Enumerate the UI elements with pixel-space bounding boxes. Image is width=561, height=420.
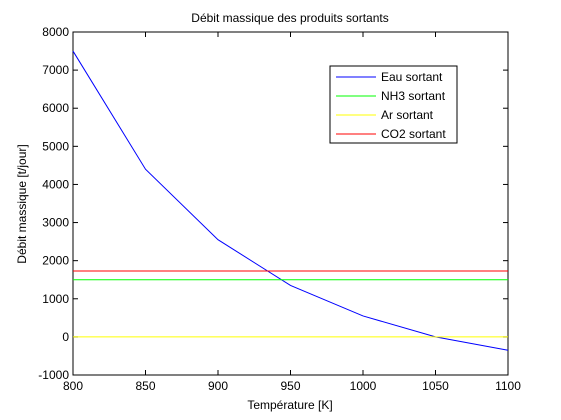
- y-tick-label: 6000: [42, 101, 69, 115]
- legend-label: CO2 sortant: [381, 127, 446, 141]
- x-tick-label: 1100: [495, 379, 521, 393]
- x-tick-label: 950: [280, 379, 300, 393]
- series-lines: [72, 50, 509, 351]
- legend: Eau sortant NH3 sortant Ar sortant CO2 sort…: [329, 65, 458, 144]
- y-tick-label: 2000: [42, 254, 69, 268]
- y-tick-label: 0: [62, 330, 69, 344]
- y-axis-label: Débit massique [t/jour]: [15, 144, 29, 263]
- chart-title: Débit massique des produits sortants: [191, 11, 388, 25]
- y-tick-label: 7000: [42, 63, 69, 77]
- y-tick-label: 5000: [42, 139, 69, 153]
- legend-box: [329, 65, 458, 144]
- x-tick-label: 1000: [350, 379, 377, 393]
- y-tick-label: 3000: [42, 216, 69, 230]
- legend-label: Eau sortant: [381, 70, 443, 84]
- x-axis-label: Température [K]: [247, 398, 332, 412]
- x-tick-label: 1050: [422, 379, 449, 393]
- legend-label: NH3 sortant: [381, 89, 446, 103]
- x-tick-label: 850: [135, 379, 155, 393]
- y-tick-label: -1000: [38, 368, 69, 382]
- y-tick-label: 4000: [42, 177, 69, 191]
- x-axis: 800 850 900 950 1000 1050 1100: [63, 32, 521, 393]
- y-axis: -1000 0 1000 2000 3000 4000 5000 6000 7000 8000: [38, 25, 508, 382]
- x-tick-label: 900: [208, 379, 228, 393]
- legend-label: Ar sortant: [381, 108, 434, 122]
- y-tick-label: 1000: [42, 292, 69, 306]
- x-tick-label: 800: [63, 379, 83, 393]
- y-tick-label: 8000: [42, 25, 69, 39]
